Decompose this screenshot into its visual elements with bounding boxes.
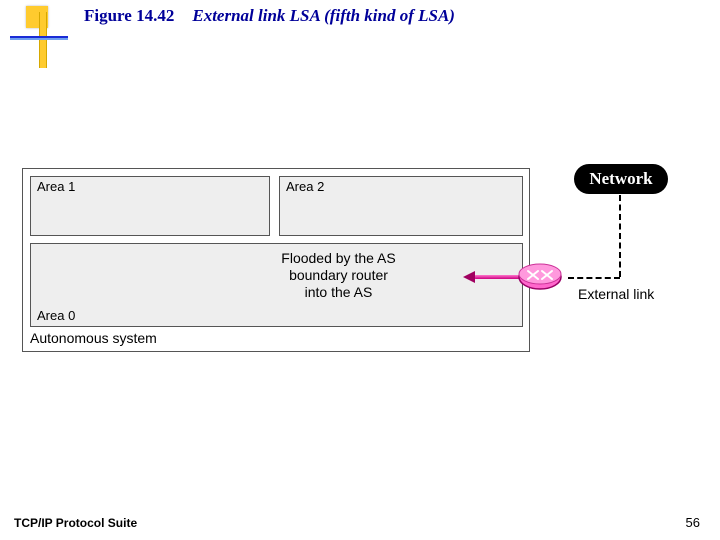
flooded-line-2: boundary router <box>236 267 441 284</box>
network-label: Network <box>589 169 652 188</box>
area-1-box: Area 1 <box>30 176 270 236</box>
autonomous-system-box: Area 1 Area 2 Area 0 Flooded by the AS b… <box>22 168 530 352</box>
figure-number: Figure 14.42 <box>84 6 174 25</box>
footer-title: TCP/IP Protocol Suite <box>14 516 137 530</box>
area-0-box: Area 0 Flooded by the AS boundary router… <box>30 243 523 327</box>
corner-ornament <box>10 30 68 76</box>
external-link-label: External link <box>578 286 654 302</box>
network-node: Network <box>574 164 668 194</box>
flooded-line-1: Flooded by the AS <box>236 250 441 267</box>
area-2-box: Area 2 <box>279 176 523 236</box>
area-2-label: Area 2 <box>286 179 324 194</box>
figure-caption: External link LSA (fifth kind of LSA) <box>192 6 455 25</box>
figure-title: Figure 14.42 External link LSA (fifth ki… <box>84 6 455 26</box>
autonomous-system-label: Autonomous system <box>30 330 157 346</box>
area-1-label: Area 1 <box>37 179 75 194</box>
boundary-router-icon <box>518 263 562 291</box>
flooded-text: Flooded by the AS boundary router into t… <box>236 250 441 300</box>
vertical-dashed-link <box>619 195 621 277</box>
arrow-head-icon <box>463 271 475 283</box>
diagram: Area 1 Area 2 Area 0 Flooded by the AS b… <box>22 168 698 353</box>
page-number: 56 <box>686 515 700 530</box>
arrow-shaft <box>474 275 522 279</box>
flooded-line-3: into the AS <box>236 284 441 301</box>
area-0-label: Area 0 <box>37 308 75 323</box>
horizontal-dashed-link <box>568 277 620 279</box>
